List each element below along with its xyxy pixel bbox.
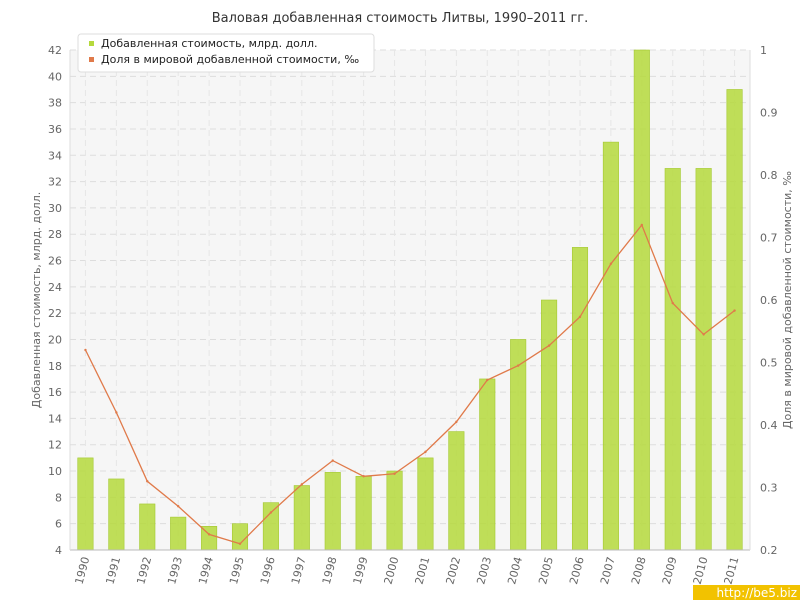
bar-series (77, 49, 743, 551)
chart-title: Валовая добавленная стоимость Литвы, 199… (212, 11, 589, 26)
line-point (331, 459, 334, 462)
line-point (207, 533, 211, 536)
line-point (733, 309, 736, 312)
line-point (486, 378, 489, 382)
line-point (578, 315, 582, 319)
line-point (671, 301, 674, 305)
y-tick-label-left: 32 (48, 176, 62, 189)
y-tick-label-right: 0.8 (760, 169, 778, 182)
line-point (516, 364, 520, 367)
bar (262, 502, 279, 551)
bar (479, 378, 496, 551)
y-axis-title-right: Доля в мировой добавленной стоимости, ‰ (781, 171, 794, 429)
bar (77, 457, 94, 551)
y-tick-label-right: 0.6 (760, 294, 778, 307)
y-tick-label-left: 6 (55, 518, 62, 531)
y-tick-label-left: 8 (55, 491, 62, 504)
line-point (146, 480, 149, 483)
bar (386, 470, 403, 551)
y-tick-label-left: 10 (48, 465, 62, 478)
bar (571, 247, 589, 551)
line-point (238, 542, 242, 545)
bar (664, 168, 681, 551)
line-point (115, 411, 118, 414)
legend-swatch-bar (89, 41, 94, 46)
line-point (300, 483, 304, 486)
legend-label-line: Доля в мировой добавленной стоимости, ‰ (101, 53, 359, 66)
bar (417, 457, 434, 551)
line-point (609, 262, 613, 265)
bar (355, 476, 372, 551)
bar (108, 478, 125, 551)
line-point (547, 344, 551, 347)
y-tick-label-left: 18 (48, 360, 62, 373)
y-tick-label-left: 28 (48, 228, 62, 241)
bar (726, 89, 743, 551)
bar (139, 503, 156, 551)
watermark-text: http://be5.biz (717, 586, 797, 600)
bar (448, 431, 465, 551)
line-point (640, 223, 644, 227)
y-tick-label-right: 1 (760, 44, 767, 57)
watermark: http://be5.biz (693, 585, 800, 600)
line-point (455, 420, 458, 424)
y-tick-label-right: 0.7 (760, 232, 778, 245)
y-tick-label-left: 24 (48, 281, 62, 294)
bar (293, 485, 310, 551)
line-point (424, 450, 427, 454)
y-tick-label-left: 20 (48, 333, 62, 346)
y-tick-label-left: 40 (48, 70, 62, 83)
bar (695, 168, 712, 551)
bar (633, 49, 650, 551)
y-tick-label-left: 14 (48, 412, 62, 425)
bar (541, 299, 558, 551)
y-tick-label-left: 12 (48, 439, 62, 452)
line-point (176, 505, 180, 508)
y-tick-label-left: 16 (48, 386, 62, 399)
y-tick-label-right: 0.4 (760, 419, 778, 432)
y-axis-title-left: Добавленная стоимость, млрд. долл. (30, 192, 43, 408)
axes: 4 6 8 10 12 14 16 18 20 22 24 26 28 30 32 34 36 38 40 42 0.2… (48, 44, 778, 586)
line-path (84, 223, 735, 545)
line-point (84, 348, 87, 352)
y-tick-label-left: 34 (48, 149, 62, 162)
line-point (393, 472, 396, 475)
line-series (84, 223, 736, 545)
legend: Добавленная стоимость, млрд. долл. Доля … (77, 33, 375, 73)
y-tick-label-left: 38 (48, 97, 62, 110)
y-tick-label-left: 36 (48, 123, 62, 136)
y-tick-label-left: 42 (48, 44, 62, 57)
y-tick-label-left: 4 (55, 544, 62, 557)
y-tick-label-left: 22 (48, 307, 62, 320)
bar (602, 141, 619, 551)
legend-box (77, 33, 375, 73)
legend-label-bar: Добавленная стоимость, млрд. долл. (101, 37, 317, 50)
y-tick-label-right: 0.5 (760, 357, 778, 370)
grid (70, 49, 750, 551)
watermark-background (693, 585, 800, 600)
bar (324, 472, 341, 551)
bar (510, 339, 527, 551)
bar (170, 516, 187, 551)
legend-swatch-line (89, 57, 94, 62)
y-tick-label-left: 30 (48, 202, 62, 215)
bar (231, 523, 249, 551)
y-tick-label-right: 0.2 (760, 544, 778, 557)
y-tick-label-right: 0.9 (760, 107, 778, 120)
y-tick-label-right: 0.3 (760, 482, 778, 495)
line-point (702, 333, 705, 336)
line-point (362, 475, 365, 478)
line-point (269, 511, 273, 514)
y-tick-label-left: 26 (48, 255, 62, 268)
